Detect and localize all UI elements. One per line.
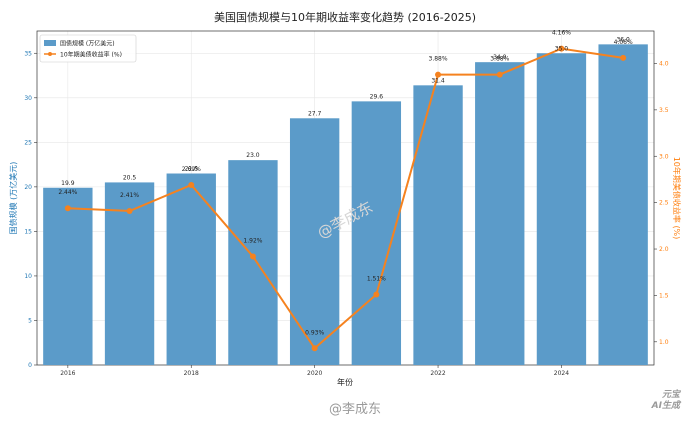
bar-value-label: 29.6 [370, 93, 384, 100]
yield-value-label: 2.44% [58, 189, 77, 196]
bar [289, 118, 340, 365]
yield-point [620, 54, 627, 61]
y-tick-label-left: 0 [28, 362, 32, 369]
yield-point [188, 182, 195, 189]
x-tick-label: 2020 [307, 370, 322, 377]
y-axis-label-left: 国债规模 (万亿美元) [8, 162, 18, 235]
bar-value-label: 35.0 [555, 45, 569, 52]
bar [228, 160, 278, 365]
yield-point [496, 71, 503, 78]
y-tick-label-left: 35 [24, 50, 32, 57]
plot-frame [36, 30, 655, 366]
y-tick-label-right: 1.5 [659, 292, 669, 299]
legend-box [39, 34, 137, 63]
legend-line-marker [48, 52, 52, 56]
y-tick-label-left: 10 [24, 273, 32, 280]
bar-value-label: 21.5 [185, 166, 199, 173]
yield-point [64, 205, 71, 212]
yield-value-label: 4.16% [552, 30, 571, 37]
bar-value-label: 19.9 [61, 180, 75, 187]
yield-value-label: 1.51% [367, 275, 386, 282]
yield-value-label: 3.88% [429, 56, 448, 63]
bar-value-label: 20.5 [123, 174, 137, 181]
y-axis-label-right: 10年期美债收益率 (%) [672, 157, 682, 240]
legend-bar-label: 国债规模 (万亿美元) [60, 40, 115, 48]
bar-value-label: 31.4 [431, 77, 445, 84]
chart-title: 美国国债规模与10年期收益率变化趋势 (2016-2025) [214, 10, 476, 24]
yield-point [435, 71, 442, 78]
bar [598, 44, 648, 366]
yield-value-label: 1.92% [243, 237, 262, 244]
y-tick-label-left: 20 [24, 184, 32, 191]
logo-watermark-line1: 元宝 [662, 389, 682, 400]
yield-point [558, 45, 565, 52]
bar [475, 62, 525, 365]
bar-value-label: 23.0 [246, 152, 260, 159]
y-tick-label-right: 2.0 [659, 246, 669, 253]
x-tick-label: 2024 [554, 370, 569, 377]
y-tick-label-right: 3.0 [659, 153, 669, 160]
yield-value-label: 4.06% [614, 39, 633, 46]
yield-value-label: 3.88% [490, 56, 509, 63]
x-axis-label: 年份 [337, 377, 353, 387]
y-tick-label-right: 1.0 [659, 339, 669, 346]
yield-point [126, 207, 133, 214]
bar [413, 85, 463, 366]
bottom-watermark: @李成东 [329, 402, 381, 417]
yield-value-label: 2.69% [182, 166, 201, 173]
bars [43, 44, 648, 366]
yield-polyline [67, 47, 624, 350]
bar [536, 53, 587, 366]
yield-value-label: 0.93% [305, 329, 324, 336]
bar-value-label: 27.7 [308, 110, 322, 117]
yield-point [373, 291, 380, 298]
x-tick-label: 2016 [60, 370, 75, 377]
legend: 国债规模 (万亿美元) 10年期美债收益率 (%) [39, 34, 137, 63]
x-tick-label: 2018 [184, 370, 199, 377]
y-tick-label-left: 25 [24, 139, 32, 146]
y-tick-label-right: 2.5 [659, 200, 669, 207]
yield-point [311, 345, 318, 352]
bar [43, 187, 93, 365]
y-tick-label-right: 4.0 [659, 60, 669, 67]
axes: 0 5 10 15 20 25 30 35 2016 2018 2020 2022 2024 1.0 1.5… [24, 50, 668, 377]
y-tick-label-right: 3.5 [659, 107, 669, 114]
yield-line [64, 45, 627, 352]
yield-point [249, 253, 256, 260]
legend-line-label: 10年期美债收益率 (%) [60, 51, 122, 59]
y-tick-label-left: 30 [24, 95, 32, 102]
logo-watermark-line2: AI生成 [651, 400, 682, 411]
yield-value-label: 2.41% [120, 192, 139, 199]
y-tick-label-left: 15 [24, 228, 32, 235]
bar-value-label: 34.0 [493, 54, 507, 61]
legend-bar-swatch [44, 40, 56, 46]
y-tick-label-left: 5 [28, 317, 32, 324]
bar [166, 173, 216, 365]
bar-value-label: 36.0 [616, 36, 630, 43]
data-labels: 19.9 20.5 21.5 23.0 27.7 29.6 31.4 34.0 35.0 36.0… [58, 30, 633, 337]
x-tick-label: 2022 [430, 370, 445, 377]
